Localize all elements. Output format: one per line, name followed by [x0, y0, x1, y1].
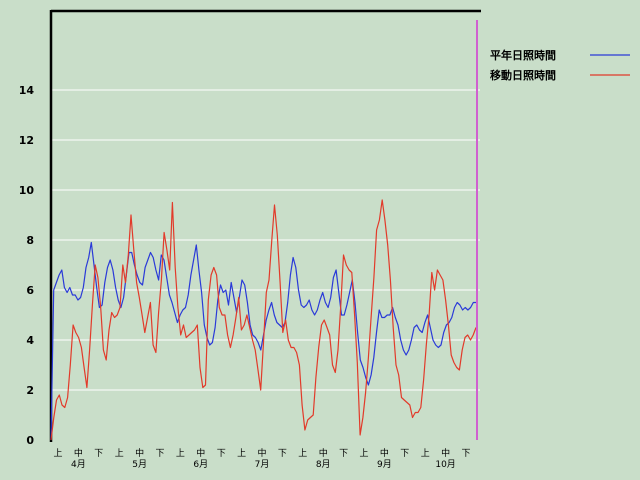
y-tick-label-10: 10 [19, 184, 35, 197]
x-tick-decade-9: 上 [237, 448, 246, 459]
x-tick-month-1: 5月 [132, 459, 147, 470]
y-tick-label-12: 12 [19, 134, 34, 147]
x-tick-decade-15: 上 [359, 448, 368, 459]
x-tick-decade-7: 中 [196, 447, 205, 459]
x-tick-decade-2: 下 [94, 449, 103, 459]
y-tick-label-14: 14 [19, 84, 35, 97]
series-lines [50, 199, 477, 441]
x-tick-decade-0: 上 [53, 448, 62, 459]
y-tick-label-8: 8 [26, 234, 34, 247]
x-tick-decade-18: 上 [421, 448, 430, 459]
x-tick-labels: 上中下上中下上中下上中下上中下上中下上中下4月 5月 6月 7月 8月 9月 10月 [53, 447, 470, 470]
x-tick-decade-17: 下 [400, 449, 409, 459]
x-tick-decade-19: 中 [441, 447, 450, 459]
x-tick-decade-16: 中 [380, 447, 389, 459]
x-tick-month-5: 9月 [377, 459, 392, 470]
x-tick-month-3: 7月 [255, 459, 270, 470]
x-tick-decade-14: 下 [339, 449, 348, 459]
x-tick-decade-1: 中 [74, 447, 83, 459]
y-tick-label-4: 4 [26, 334, 34, 347]
x-tick-month-4: 8月 [316, 459, 331, 470]
x-tick-decade-6: 上 [176, 448, 185, 459]
x-tick-decade-12: 上 [298, 448, 307, 459]
axes [49, 9, 481, 442]
x-tick-month-0: 4月 [71, 459, 86, 470]
y-tick-labels: 0 2 4 6 8 10 12 14 [19, 84, 35, 447]
y-tick-label-6: 6 [26, 284, 34, 297]
legend: 平年日照時間 移動日照時間 [490, 48, 630, 82]
x-tick-decade-13: 中 [319, 447, 328, 459]
x-tick-month-6: 10月 [435, 459, 455, 470]
x-tick-decade-20: 下 [461, 449, 470, 459]
x-tick-decade-10: 中 [257, 447, 266, 459]
x-tick-decade-4: 中 [135, 447, 144, 459]
legend-label-normal-sunshine: 平年日照時間 [490, 48, 556, 62]
x-tick-decade-3: 上 [115, 448, 124, 459]
grid-lines [52, 89, 480, 391]
x-tick-decade-5: 下 [155, 449, 164, 459]
x-tick-decade-11: 下 [278, 449, 287, 459]
y-tick-label-2: 2 [26, 384, 34, 397]
y-tick-label-0: 0 [26, 434, 34, 447]
legend-label-moving-sunshine: 移動日照時間 [490, 68, 556, 82]
x-tick-month-2: 6月 [193, 459, 208, 470]
x-tick-decade-8: 下 [217, 449, 226, 459]
series-line-moving-sunshine [50, 199, 477, 441]
